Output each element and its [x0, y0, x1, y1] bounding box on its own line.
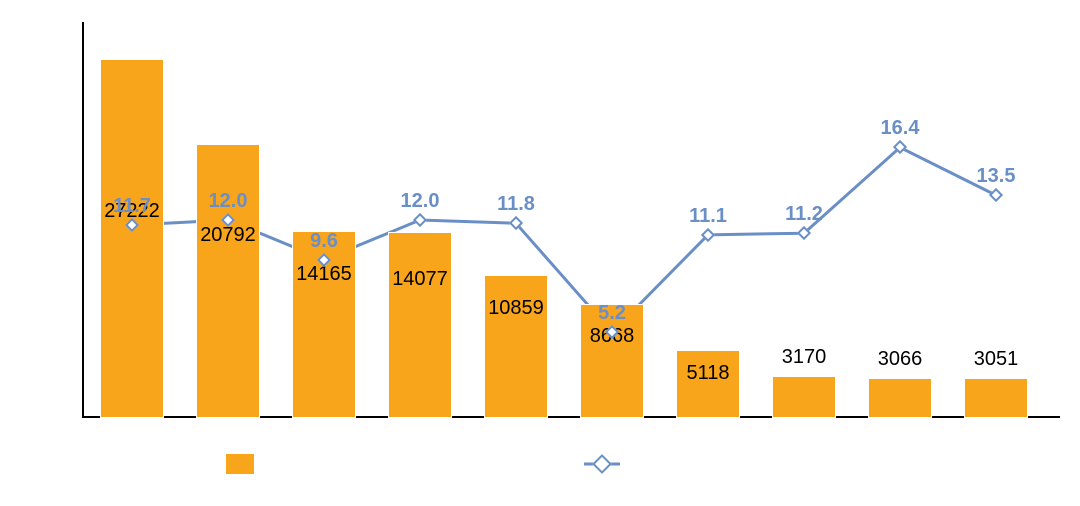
bar-value-label: 20792 [197, 224, 259, 247]
line-value-label: 13.5 [977, 165, 1016, 188]
line-value-label: 12.0 [401, 190, 440, 213]
bar-value-label: 10859 [485, 297, 547, 320]
bar: 5118 [676, 350, 740, 418]
line-value-label: 11.7 [113, 195, 151, 218]
line-value-label: 12.0 [209, 190, 248, 213]
bar-value-label: 3170 [773, 346, 835, 369]
bar: 20792 [196, 144, 260, 418]
bar: 27222 [100, 59, 164, 418]
bar-value-label: 14077 [389, 268, 451, 291]
bar: 3170 [772, 376, 836, 418]
line-value-label: 11.2 [785, 203, 823, 226]
line-value-label: 9.6 [310, 230, 338, 253]
bar-value-label: 5118 [677, 362, 739, 385]
bar: 3066 [868, 378, 932, 418]
line-value-label: 16.4 [881, 117, 920, 140]
line-value-label: 5.2 [598, 302, 626, 325]
legend-line-swatch [584, 454, 620, 474]
bar-value-label: 3051 [965, 348, 1027, 371]
bar: 14077 [388, 232, 452, 418]
legend-line [584, 454, 630, 474]
bar-value-label: 3066 [869, 348, 931, 371]
bar: 3051 [964, 378, 1028, 418]
plot-area: 2722220792141651407710859866851183170306… [82, 22, 1060, 418]
line-value-label: 11.8 [497, 193, 535, 216]
bar: 10859 [484, 275, 548, 418]
line-value-label: 11.1 [689, 205, 727, 228]
legend-bar [226, 454, 264, 474]
line-path [132, 147, 996, 332]
legend-bar-swatch [226, 454, 254, 474]
chart-container: 2722220792141651407710859866851183170306… [0, 0, 1080, 506]
